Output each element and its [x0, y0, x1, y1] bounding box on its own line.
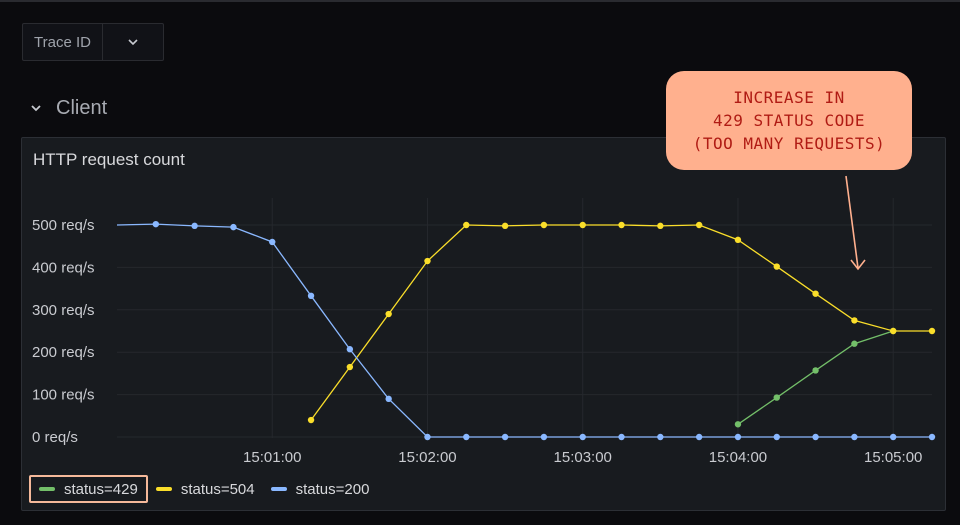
y-tick-label: 0 req/s — [32, 429, 78, 446]
callout-line-3: (TOO MANY REQUESTS) — [692, 134, 886, 153]
top-divider — [0, 0, 960, 2]
legend-swatch — [39, 487, 55, 491]
chart-legend: status=429 status=504 status=200 — [29, 473, 377, 505]
data-point — [889, 433, 897, 441]
data-point — [734, 236, 742, 244]
y-tick-label: 300 req/s — [32, 302, 95, 319]
data-point — [812, 433, 819, 441]
data-point — [424, 433, 431, 441]
chevron-down-icon[interactable] — [30, 104, 42, 112]
y-tick-label: 100 req/s — [32, 387, 95, 404]
data-point — [501, 433, 509, 441]
data-point — [928, 327, 936, 335]
series-line — [737, 330, 894, 425]
x-tick-label: 15:03:00 — [554, 449, 612, 466]
series-line — [310, 224, 932, 421]
data-point — [889, 327, 897, 335]
data-point — [579, 433, 586, 441]
data-point — [773, 263, 780, 270]
data-point — [346, 346, 354, 353]
legend-item[interactable]: status=200 — [263, 475, 378, 503]
y-tick-label: 400 req/s — [32, 259, 95, 276]
data-point — [152, 220, 160, 228]
data-point — [463, 433, 470, 441]
legend-label: status=200 — [295, 480, 370, 498]
x-tick-label: 15:01:00 — [243, 449, 301, 466]
series-status-200 — [116, 220, 936, 441]
x-tick-label: 15:04:00 — [709, 449, 767, 466]
panel-title: HTTP request count — [33, 150, 185, 169]
data-point — [540, 433, 548, 441]
legend-swatch — [270, 487, 287, 491]
data-point — [618, 221, 625, 229]
data-point — [385, 310, 392, 318]
legend-item[interactable]: status=504 — [148, 475, 263, 503]
data-point — [851, 317, 858, 324]
data-point — [424, 257, 431, 265]
data-point — [307, 416, 315, 424]
data-point — [812, 290, 819, 297]
grid — [117, 198, 932, 438]
series-line — [116, 223, 932, 438]
legend-swatch — [155, 487, 172, 491]
line-chart: 0 req/s 100 req/s 200 req/s 300 req/s 400 re… — [32, 198, 936, 466]
data-point — [230, 223, 237, 231]
http-request-count-panel: HTTP request count 0 req/s 100 req/s 200 r… — [21, 137, 946, 511]
data-point — [851, 340, 858, 347]
data-point — [773, 394, 780, 401]
data-point — [695, 433, 703, 441]
data-point — [540, 221, 548, 229]
y-tick-label: 200 req/s — [32, 344, 95, 361]
callout-line-2: 429 STATUS CODE — [713, 111, 865, 130]
data-point — [579, 221, 586, 229]
x-tick-label: 15:02:00 — [398, 449, 456, 466]
y-tick-label: 500 req/s — [32, 217, 95, 234]
data-point — [191, 222, 198, 230]
legend-label: status=504 — [180, 480, 255, 498]
trace-id-variable[interactable]: Trace ID — [22, 23, 164, 61]
legend-item[interactable]: status=429 — [29, 475, 148, 503]
data-point — [307, 292, 315, 300]
data-point — [618, 433, 625, 441]
data-point — [734, 433, 742, 441]
series-status-504 — [307, 221, 936, 424]
legend-label: status=429 — [64, 480, 138, 498]
trace-id-label: Trace ID — [23, 24, 103, 60]
data-point — [734, 421, 742, 428]
data-point — [812, 367, 819, 374]
series-status-429 — [734, 327, 897, 428]
data-point — [773, 433, 780, 441]
data-point — [269, 238, 276, 246]
callout-line-1: INCREASE IN — [733, 88, 845, 107]
chevron-down-icon[interactable] — [103, 24, 163, 60]
data-point — [928, 433, 936, 441]
data-point — [385, 395, 392, 403]
row-header-client[interactable]: Client — [30, 94, 107, 122]
data-point — [695, 221, 703, 229]
x-tick-label: 15:05:00 — [864, 449, 922, 466]
row-title: Client — [56, 96, 108, 119]
data-point — [463, 221, 470, 229]
annotation-callout: INCREASE IN 429 STATUS CODE (TOO MANY RE… — [666, 71, 912, 170]
data-point — [501, 222, 509, 230]
data-point — [657, 222, 664, 230]
data-point — [657, 433, 664, 441]
data-point — [851, 433, 858, 441]
data-point — [346, 363, 354, 371]
